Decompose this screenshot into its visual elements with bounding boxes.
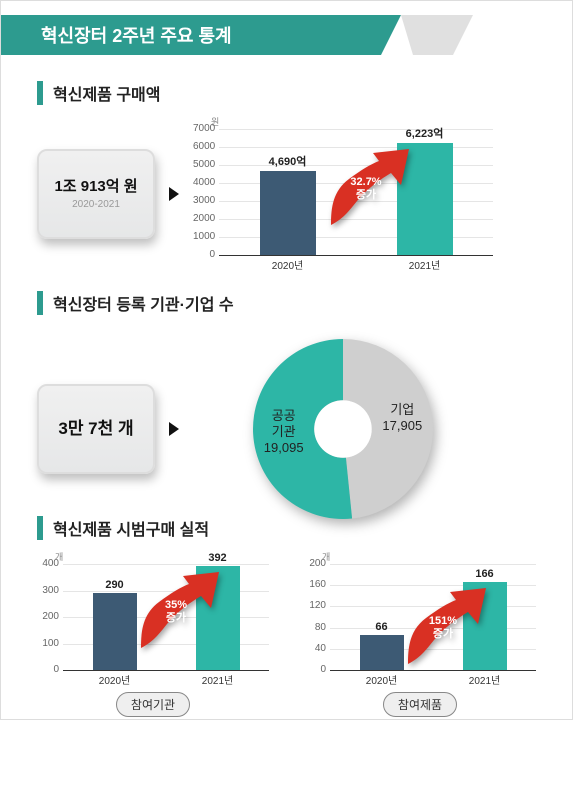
y-tick-label: 0 (304, 664, 326, 675)
bar-value-label: 6,223억 (406, 125, 444, 141)
section-purchase-amount: 혁신제품 구매액 1조 913억 원 2020-2021 원0100020003… (37, 81, 536, 269)
stat-sub: 2020-2021 (72, 198, 120, 211)
donut-slice-label: 공공기관 19,095 (254, 408, 314, 457)
arrow-right-icon (169, 422, 179, 436)
x-axis (219, 255, 493, 256)
bar (360, 635, 404, 670)
y-tick-label: 5000 (193, 159, 215, 170)
gridline (330, 564, 536, 565)
section-title: 혁신장터 등록 기관·기업 수 (37, 291, 536, 315)
x-axis (330, 670, 536, 671)
x-tick-label: 2020년 (366, 672, 397, 687)
header-decoration (381, 15, 461, 55)
gridline (63, 564, 269, 565)
arrow-right-icon (169, 187, 179, 201)
growth-arrow: 35%증가 (131, 572, 221, 652)
bar-value-label: 290 (105, 579, 123, 591)
x-axis (63, 670, 269, 671)
y-tick-label: 2000 (193, 213, 215, 224)
bar-value-label: 4,690억 (269, 153, 307, 169)
y-tick-label: 7000 (193, 123, 215, 134)
x-tick-label: 2020년 (99, 672, 130, 687)
bar-chart-purchase: 원010002000300040005000600070004,690억2020… (193, 119, 493, 269)
slice-value: 19,095 (254, 440, 314, 456)
y-tick-label: 200 (37, 611, 59, 622)
y-tick-label: 1000 (193, 231, 215, 242)
stat-main: 1조 913억 원 (54, 177, 137, 197)
slice-label-line: 공공 (254, 408, 314, 424)
slice-label-line: 기관 (254, 424, 314, 440)
y-tick-label: 6000 (193, 141, 215, 152)
y-tick-label: 300 (37, 585, 59, 596)
y-tick-label: 80 (304, 622, 326, 633)
bar-value-label: 392 (208, 552, 226, 564)
x-tick-label: 2021년 (202, 672, 233, 687)
y-tick-label: 3000 (193, 195, 215, 206)
bar-chart-participating-products: 개04080120160200662020년1662021년 151%증가 (304, 554, 536, 684)
bar-chart-participating-orgs: 개01002003004002902020년3922021년 35%증가 (37, 554, 269, 684)
gridline (219, 129, 493, 130)
bar (260, 171, 316, 255)
donut-chart: 기업 17,905 공공기관 19,095 (243, 329, 443, 529)
growth-label: 35%증가 (165, 599, 187, 625)
bar-value-label: 166 (475, 568, 493, 580)
chip-left: 참여기관 (116, 692, 190, 717)
slice-value: 17,905 (372, 418, 432, 434)
stat-badge: 1조 913억 원 2020-2021 (37, 149, 155, 239)
page: 혁신장터 2주년 주요 통계 혁신제품 구매액 1조 913억 원 2020-2… (0, 0, 573, 720)
x-tick-label: 2021년 (409, 257, 440, 272)
page-title: 혁신장터 2주년 주요 통계 (41, 22, 232, 48)
growth-arrow: 151%증가 (398, 588, 488, 668)
donut-slice-label: 기업 17,905 (372, 402, 432, 435)
y-tick-label: 0 (37, 664, 59, 675)
section-trial-purchase: 혁신제품 시범구매 실적 개01002003004002902020년39220… (37, 516, 536, 717)
growth-arrow: 32.7%증가 (321, 149, 411, 229)
y-tick-label: 120 (304, 600, 326, 611)
x-tick-label: 2020년 (272, 257, 303, 272)
chip-right: 참여제품 (383, 692, 457, 717)
growth-label: 151%증가 (429, 615, 457, 641)
growth-label: 32.7%증가 (350, 176, 381, 202)
x-tick-label: 2021년 (469, 672, 500, 687)
page-header: 혁신장터 2주년 주요 통계 (1, 15, 381, 55)
section-title: 혁신제품 구매액 (37, 81, 536, 105)
stat-main: 3만 7천 개 (58, 418, 133, 440)
y-tick-label: 400 (37, 558, 59, 569)
y-tick-label: 4000 (193, 177, 215, 188)
y-tick-label: 200 (304, 558, 326, 569)
y-tick-label: 160 (304, 579, 326, 590)
y-tick-label: 0 (193, 249, 215, 260)
slice-label-line: 기업 (372, 402, 432, 418)
bar-value-label: 66 (375, 621, 387, 633)
y-tick-label: 40 (304, 643, 326, 654)
y-tick-label: 100 (37, 638, 59, 649)
section-title: 혁신제품 시범구매 실적 (37, 516, 536, 540)
stat-badge: 3만 7천 개 (37, 384, 155, 474)
bar (93, 593, 137, 670)
section-registrations: 혁신장터 등록 기관·기업 수 3만 7천 개 기업 17,905 공공기관 1… (37, 291, 536, 529)
